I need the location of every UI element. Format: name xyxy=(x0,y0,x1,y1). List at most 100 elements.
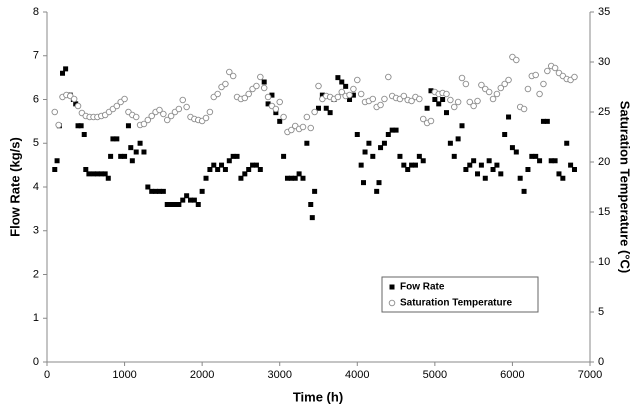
y2-tick-label: 10 xyxy=(598,256,610,268)
data-point xyxy=(55,121,62,129)
data-point xyxy=(288,126,295,134)
data-point xyxy=(568,162,574,168)
data-point xyxy=(327,110,333,116)
data-point xyxy=(458,74,466,82)
data-point xyxy=(211,162,217,168)
data-point xyxy=(366,140,372,146)
data-point xyxy=(416,95,423,103)
x-tick-label: 7000 xyxy=(578,369,602,381)
data-point xyxy=(443,110,449,116)
data-point xyxy=(144,116,152,124)
data-point xyxy=(164,202,170,207)
data-point xyxy=(436,101,442,107)
data-point xyxy=(222,80,229,88)
data-point xyxy=(521,188,527,194)
data-point xyxy=(206,108,214,116)
y-tick-label: 4 xyxy=(33,181,39,193)
data-point xyxy=(513,149,519,155)
data-point xyxy=(401,162,407,168)
data-point xyxy=(350,85,357,93)
data-point xyxy=(346,91,353,99)
data-point xyxy=(199,188,205,194)
data-point xyxy=(54,158,60,164)
legend: Fow Rate Saturation Temperature xyxy=(381,276,539,313)
data-point xyxy=(389,127,395,133)
data-point xyxy=(141,149,147,155)
data-point xyxy=(203,175,209,181)
data-point xyxy=(544,118,550,124)
data-point xyxy=(241,94,249,102)
data-point xyxy=(288,175,294,181)
data-point xyxy=(102,171,108,177)
data-point xyxy=(307,124,314,132)
data-point xyxy=(378,145,384,151)
data-point xyxy=(551,64,559,72)
data-point xyxy=(376,180,382,186)
y-tick-label: 3 xyxy=(33,225,39,237)
data-point xyxy=(129,158,135,164)
data-point xyxy=(467,162,473,168)
data-point xyxy=(311,108,318,116)
data-point xyxy=(140,120,148,128)
data-point xyxy=(343,83,349,89)
data-point xyxy=(202,114,210,122)
x-tick-label: 5000 xyxy=(423,369,447,381)
data-point xyxy=(257,167,263,172)
data-point xyxy=(447,140,453,146)
data-point xyxy=(416,153,422,159)
data-point xyxy=(412,162,418,168)
data-point xyxy=(471,158,477,164)
data-point xyxy=(381,140,387,146)
data-point xyxy=(556,171,562,177)
y2-tick-label: 30 xyxy=(598,56,610,68)
legend-box xyxy=(381,276,539,313)
data-point xyxy=(360,180,366,186)
data-point xyxy=(156,188,162,194)
data-point xyxy=(238,175,244,181)
data-point xyxy=(113,102,121,110)
data-point xyxy=(385,132,391,137)
data-point xyxy=(520,105,528,113)
x-tick-label: 6000 xyxy=(500,369,524,381)
data-point xyxy=(309,215,315,221)
data-point xyxy=(362,149,368,155)
legend-label: Saturation Temperature xyxy=(400,298,512,309)
data-point xyxy=(536,90,543,98)
data-point xyxy=(419,115,427,123)
data-point xyxy=(52,167,58,172)
data-point xyxy=(485,88,493,96)
data-point xyxy=(215,167,221,172)
data-point xyxy=(230,153,236,159)
data-point xyxy=(195,202,201,207)
data-point xyxy=(70,95,78,103)
data-point xyxy=(517,175,523,181)
data-point xyxy=(253,162,259,168)
data-point xyxy=(284,175,290,181)
data-point xyxy=(175,105,183,113)
y-tick-label: 7 xyxy=(33,50,39,62)
data-point xyxy=(98,171,104,177)
y-tick-label: 8 xyxy=(33,6,39,18)
data-point xyxy=(319,92,325,98)
data-point xyxy=(257,73,264,81)
data-point xyxy=(560,175,566,181)
data-point xyxy=(513,56,520,64)
data-point xyxy=(440,97,446,102)
data-point xyxy=(357,90,365,98)
data-point xyxy=(462,80,470,88)
data-point xyxy=(179,96,186,104)
data-point xyxy=(397,153,403,159)
data-point xyxy=(482,175,488,181)
data-point xyxy=(447,96,454,104)
data-point xyxy=(312,188,318,194)
data-point xyxy=(222,167,228,172)
x-tick-label: 0 xyxy=(44,369,50,381)
data-point xyxy=(156,106,163,114)
data-point xyxy=(463,167,469,172)
y2-tick-label: 5 xyxy=(598,306,604,318)
data-point xyxy=(540,80,547,88)
data-point xyxy=(424,105,430,111)
data-point xyxy=(145,184,151,190)
data-point xyxy=(537,158,543,164)
data-point xyxy=(443,90,450,98)
